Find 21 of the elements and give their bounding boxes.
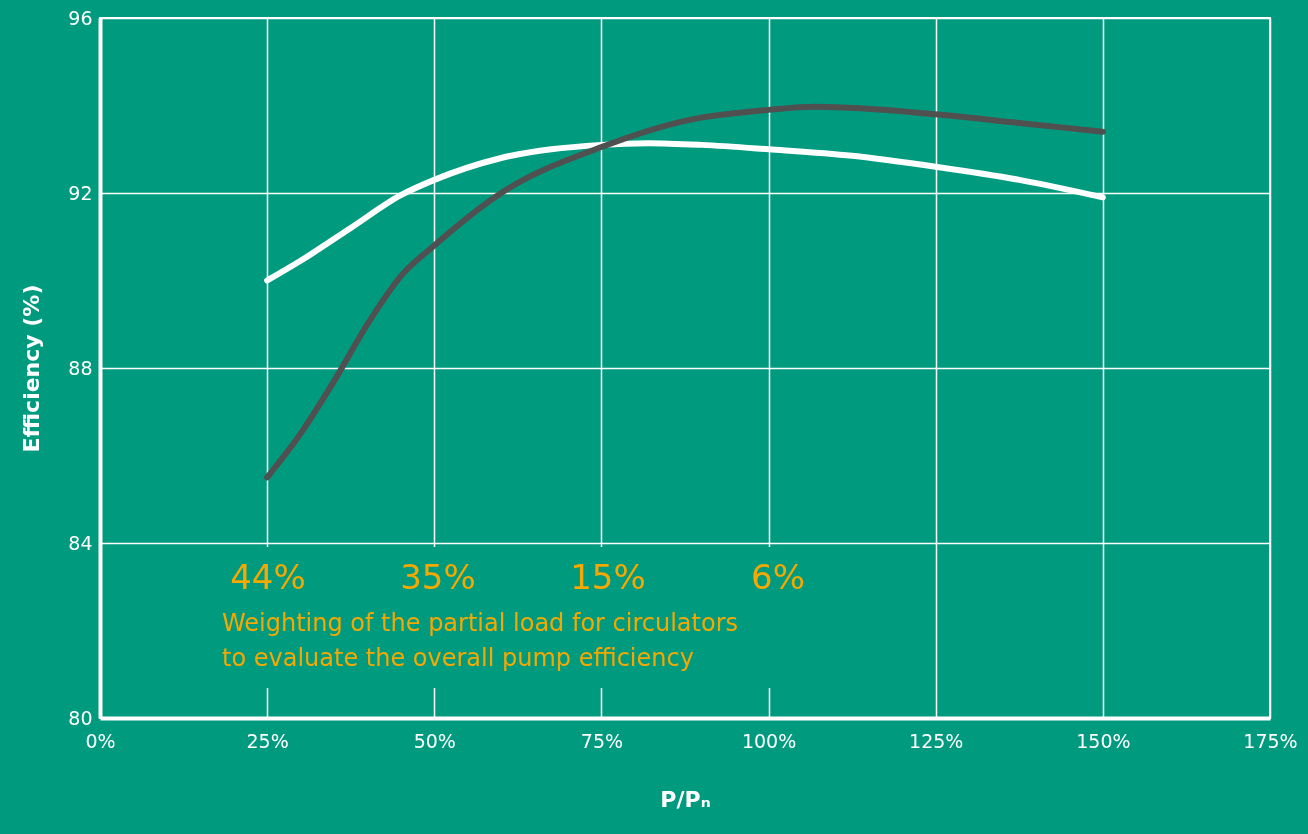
x-tick-label: 100%	[741, 729, 797, 752]
x-tick-label: 0%	[85, 729, 116, 752]
y-tick-label: 84	[68, 531, 93, 554]
x-tick-label: 50%	[413, 729, 456, 752]
y-tick-label: 92	[68, 181, 93, 204]
annotation: Weighting of the partial load for circulators	[222, 609, 739, 637]
annotation: to evaluate the overall pump efficiency	[222, 644, 694, 672]
y-tick-label: 96	[68, 6, 93, 29]
x-tick-label: 125%	[909, 729, 964, 752]
annotation: 6%	[751, 557, 805, 597]
x-axis-title: P/Pₙ	[660, 786, 711, 812]
annotation: 35%	[400, 557, 476, 597]
x-tick-label: 175%	[1243, 729, 1298, 752]
x-tick-label: 75%	[580, 729, 624, 752]
annotation: 44%	[230, 557, 306, 597]
x-tick-label: 150%	[1076, 729, 1131, 752]
y-tick-label: 80	[68, 706, 93, 729]
y-axis-title: Efficiency (%)	[19, 284, 45, 453]
x-tick-label: 25%	[246, 729, 289, 752]
annotation: 15%	[570, 557, 646, 597]
y-tick-label: 88	[68, 356, 93, 379]
